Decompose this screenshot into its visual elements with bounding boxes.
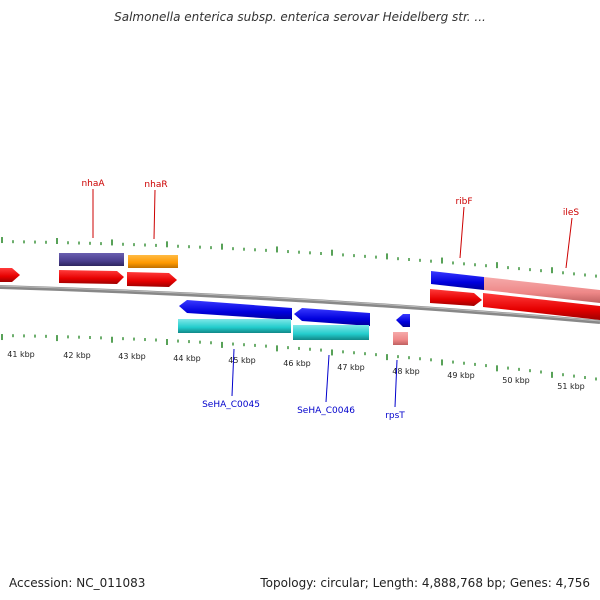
scale-label: 50 kbp: [502, 376, 530, 385]
scale-label: 51 kbp: [557, 382, 585, 391]
gene-label-SeHA_C0046[interactable]: SeHA_C0046: [297, 406, 355, 416]
scale-labels: 41 kbp 42 kbp 43 kbp 44 kbp 45 kbp 46 kb…: [7, 350, 585, 391]
scale-label: 46 kbp: [283, 359, 311, 368]
genome-summary: Topology: circular; Length: 4,888,768 bp…: [260, 576, 590, 590]
gene-nhaA[interactable]: [59, 253, 124, 266]
cds-cyan[interactable]: [178, 319, 291, 333]
gene-label-nhaR[interactable]: nhaR: [144, 180, 167, 190]
leader-line: [153, 189, 156, 240]
gene-label-nhaA[interactable]: nhaA: [81, 179, 105, 189]
top-scale-ticks: [1, 237, 597, 278]
scale-label: 41 kbp: [7, 350, 35, 359]
scale-label: 49 kbp: [447, 371, 475, 380]
cds-pink[interactable]: [393, 332, 408, 345]
gene-label-ribF[interactable]: ribF: [455, 197, 472, 207]
cds-arrow[interactable]: [483, 293, 600, 320]
gene-label-rpsT[interactable]: rpsT: [385, 411, 405, 421]
gene-nhaR[interactable]: [128, 255, 178, 268]
scale-label: 48 kbp: [392, 367, 420, 376]
gene-SeHA_C0046[interactable]: [294, 308, 370, 326]
cds-arrow[interactable]: [430, 289, 482, 306]
scale-label: 42 kbp: [63, 351, 91, 360]
gene-SeHA_C0045[interactable]: [179, 300, 292, 320]
genome-title: Salmonella enterica subsp. enterica sero…: [114, 10, 486, 24]
gene-rpsT[interactable]: [396, 314, 410, 327]
leader-line: [325, 354, 330, 403]
scale-label: 43 kbp: [118, 352, 146, 361]
genome-backbone: [0, 285, 600, 324]
scale-label: 44 kbp: [173, 354, 201, 363]
bottom-scale-ticks: [1, 334, 597, 381]
gene-ileS[interactable]: [484, 277, 600, 303]
gene-label-SeHA_C0045[interactable]: SeHA_C0045: [202, 400, 260, 410]
cds-cyan[interactable]: [293, 325, 369, 340]
leader-line: [565, 217, 573, 269]
leader-line: [231, 348, 235, 397]
leader-line: [394, 359, 398, 408]
cds-arrow[interactable]: [127, 272, 177, 287]
cds-arrow[interactable]: [0, 268, 20, 282]
accession-label: Accession: NC_011083: [9, 576, 146, 590]
scale-label: 45 kbp: [228, 356, 256, 365]
gene-label-ileS[interactable]: ileS: [563, 208, 580, 218]
gene-ribF[interactable]: [431, 271, 484, 290]
leader-line: [459, 206, 465, 259]
scale-label: 47 kbp: [337, 363, 365, 372]
cds-arrow[interactable]: [59, 270, 124, 284]
